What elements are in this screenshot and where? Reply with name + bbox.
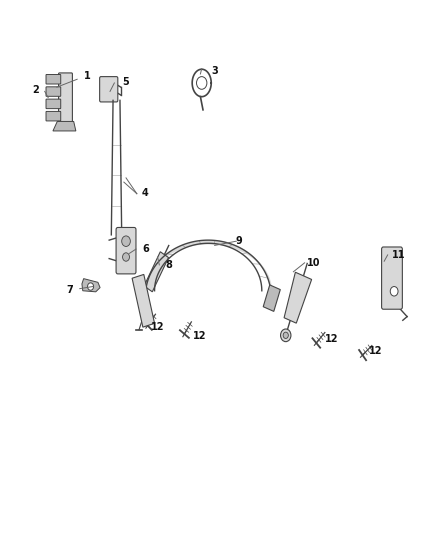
Polygon shape <box>284 272 311 323</box>
Polygon shape <box>132 274 155 327</box>
Polygon shape <box>53 122 76 131</box>
Circle shape <box>123 253 130 261</box>
Text: 6: 6 <box>142 244 149 254</box>
FancyBboxPatch shape <box>59 73 72 123</box>
Circle shape <box>197 77 207 90</box>
Circle shape <box>281 329 291 342</box>
Polygon shape <box>82 279 100 292</box>
Text: 7: 7 <box>67 285 73 295</box>
FancyBboxPatch shape <box>46 87 61 96</box>
Circle shape <box>390 287 398 296</box>
FancyBboxPatch shape <box>381 247 403 309</box>
Text: 12: 12 <box>151 322 164 332</box>
Text: 12: 12 <box>193 331 206 341</box>
Text: 4: 4 <box>142 188 149 198</box>
Polygon shape <box>144 252 169 292</box>
Text: 12: 12 <box>369 346 382 356</box>
FancyBboxPatch shape <box>116 228 136 274</box>
Text: 12: 12 <box>325 334 338 344</box>
Circle shape <box>283 332 288 338</box>
FancyBboxPatch shape <box>46 111 61 121</box>
Text: 9: 9 <box>235 236 242 246</box>
Circle shape <box>88 283 94 290</box>
Text: 3: 3 <box>211 66 218 76</box>
FancyBboxPatch shape <box>46 75 61 84</box>
FancyBboxPatch shape <box>46 99 61 109</box>
Text: 1: 1 <box>84 70 91 80</box>
Text: 8: 8 <box>166 260 173 270</box>
FancyBboxPatch shape <box>100 77 118 102</box>
Text: 2: 2 <box>32 85 39 95</box>
Circle shape <box>122 236 131 246</box>
Text: 5: 5 <box>123 77 129 87</box>
Text: 10: 10 <box>307 258 321 268</box>
Polygon shape <box>263 285 280 311</box>
Text: 11: 11 <box>392 250 405 260</box>
